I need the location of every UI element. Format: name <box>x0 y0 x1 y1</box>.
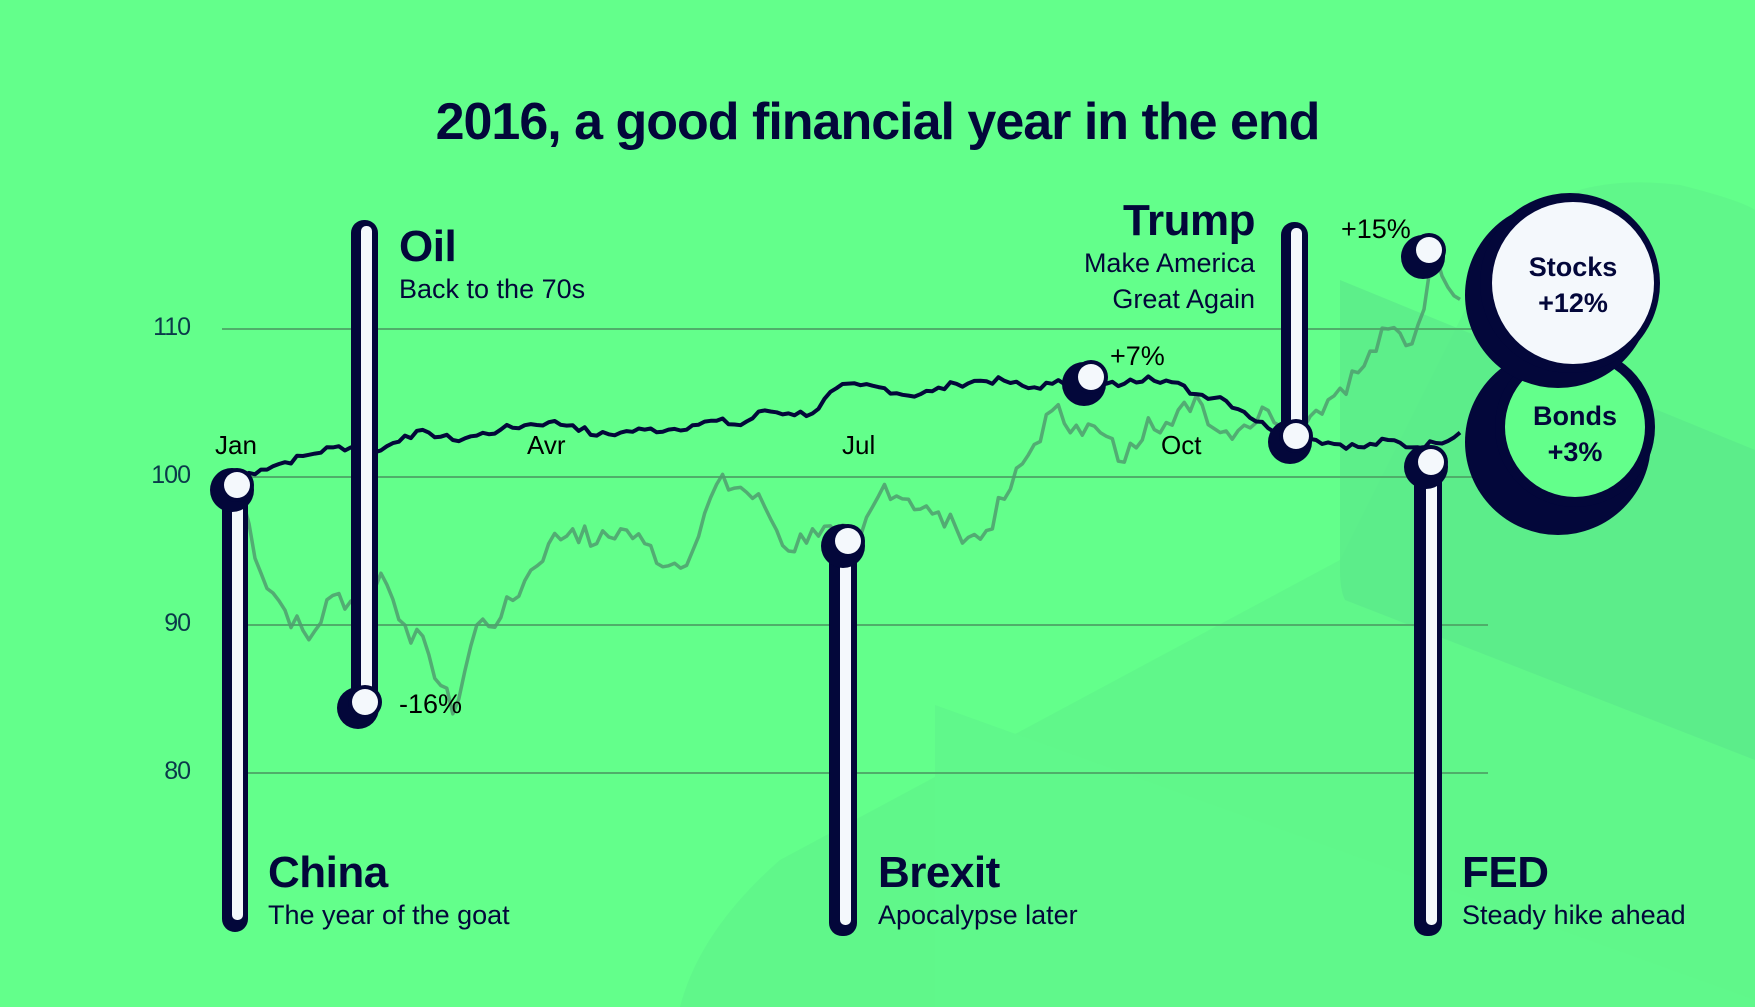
event-oil-title: Oil <box>399 222 457 271</box>
bonds-line <box>236 374 1462 479</box>
oil-change-label: -16% <box>399 689 463 719</box>
oil-pin[interactable] <box>337 220 382 729</box>
trump-pin[interactable] <box>1268 222 1313 464</box>
x-tick-jan: Jan <box>215 430 257 460</box>
stocks-legend-bubble <box>1465 193 1660 388</box>
event-trump-title: Trump <box>1123 196 1255 245</box>
bonds-legend-bubble <box>1465 347 1655 535</box>
y-tick-90: 90 <box>164 609 191 637</box>
event-fed-subtitle: Steady hike ahead <box>1462 900 1686 930</box>
y-tick-80: 80 <box>164 757 191 785</box>
bonds-legend-label: Bonds +3% <box>1495 398 1655 470</box>
stocks-peak-marker[interactable] <box>1401 233 1446 279</box>
stocks-legend-label: Stocks +12% <box>1493 249 1653 321</box>
event-trump-subtitle-1: Make America <box>1083 248 1255 278</box>
event-trump-subtitle-2: Great Again <box>1112 284 1255 314</box>
event-oil-subtitle: Back to the 70s <box>399 274 586 304</box>
chart-title: 2016, a good financial year in the end <box>435 93 1321 151</box>
gridlines <box>222 328 1488 774</box>
stocks-peak-label: +15% <box>1341 214 1411 244</box>
x-tick-oct: Oct <box>1161 430 1202 460</box>
event-china-subtitle: The year of the goat <box>268 900 510 930</box>
bonds-legend-name: Bonds <box>1533 401 1617 431</box>
x-tick-jul: Jul <box>842 430 876 460</box>
brexit-pin[interactable] <box>821 524 865 936</box>
bonds-peak-marker[interactable] <box>1062 360 1108 406</box>
bonds-peak-label: +7% <box>1110 341 1165 371</box>
x-tick-avr: Avr <box>527 430 566 460</box>
fed-pin[interactable] <box>1404 445 1448 936</box>
event-fed-title: FED <box>1462 848 1549 897</box>
bonds-legend-value: +3% <box>1547 437 1603 467</box>
y-tick-110: 110 <box>153 313 191 341</box>
stocks-legend-value: +12% <box>1538 288 1608 318</box>
event-brexit-subtitle: Apocalypse later <box>878 900 1078 930</box>
event-brexit-title: Brexit <box>878 848 1000 897</box>
stocks-legend-name: Stocks <box>1528 252 1618 282</box>
china-pin[interactable] <box>210 468 254 932</box>
y-tick-100: 100 <box>151 461 191 489</box>
event-china-title: China <box>268 848 388 897</box>
